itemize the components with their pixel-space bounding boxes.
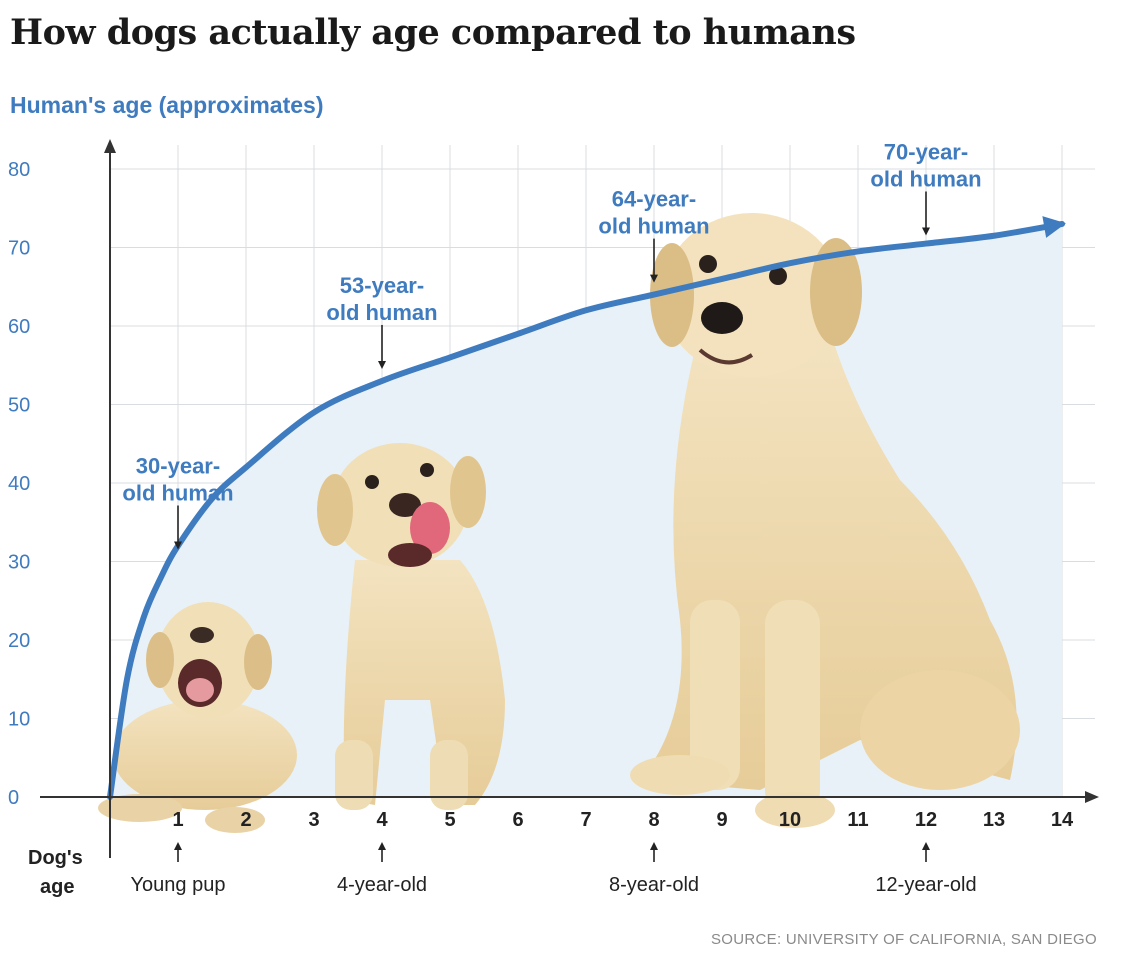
annotation-text: 70-year- <box>884 140 968 165</box>
x-axis-arrow <box>1085 791 1099 803</box>
annotation-text: 64-year- <box>612 187 696 212</box>
x-tick-label: 2 <box>240 809 251 831</box>
dog-age-label: 12-year-old <box>875 874 976 896</box>
source-note: SOURCE: UNIVERSITY OF CALIFORNIA, SAN DI… <box>710 931 1097 948</box>
y-tick-label: 0 <box>8 787 19 809</box>
annotation-text: old human <box>122 481 233 506</box>
dog-label-arrow-head <box>174 842 182 850</box>
dog-age-label: 8-year-old <box>609 874 699 896</box>
curve-arrow-head <box>1042 216 1066 238</box>
y-tick-label: 70 <box>8 238 30 260</box>
eight-year-dog-illustration <box>630 213 1020 828</box>
annotation-arrow-head <box>650 274 658 283</box>
x-tick-label: 8 <box>648 809 659 831</box>
x-tick-label: 6 <box>512 809 523 831</box>
x-tick-label: 11 <box>847 809 868 831</box>
annotation-text: old human <box>870 167 981 192</box>
y-tick-label: 50 <box>8 395 30 417</box>
four-year-dog-illustration <box>317 443 505 810</box>
annotation-text: old human <box>598 214 709 239</box>
axes <box>40 139 1099 858</box>
x-tick-label: 1 <box>172 809 183 831</box>
annotation-text: old human <box>326 300 437 325</box>
y-tick-label: 40 <box>8 473 30 495</box>
x-axis-title-line1: Dog's <box>28 847 83 869</box>
annotation-text: 53-year- <box>340 273 424 298</box>
x-tick-label: 5 <box>444 809 455 831</box>
annotation-arrow-head <box>378 360 386 369</box>
annotation-text: 30-year- <box>136 454 220 479</box>
annotation-arrow-head <box>922 227 930 236</box>
y-tick-label: 20 <box>8 630 30 652</box>
curve-line <box>107 220 1065 800</box>
x-tick-label: 14 <box>1051 809 1074 831</box>
puppy-illustration <box>98 602 297 833</box>
y-tick-label: 30 <box>8 552 30 574</box>
y-tick-labels: 0 10 20 30 40 50 60 70 80 <box>8 159 30 809</box>
dog-age-labels: Young pup 4-year-old 8-year-old 12-year-old <box>131 842 977 896</box>
y-tick-label: 60 <box>8 316 30 338</box>
x-tick-labels: 1 2 3 4 5 6 7 8 9 10 11 12 13 14 <box>172 809 1074 831</box>
dog-label-arrow-head <box>378 842 386 850</box>
x-tick-label: 7 <box>580 809 591 831</box>
x-axis-title-line2: age <box>40 876 74 898</box>
y-axis-arrow <box>104 139 116 153</box>
y-tick-label: 80 <box>8 159 30 181</box>
dog-label-arrow-head <box>922 842 930 850</box>
x-tick-label: 10 <box>779 809 801 831</box>
dog-label-arrow-head <box>650 842 658 850</box>
x-tick-label: 4 <box>376 809 388 831</box>
y-tick-label: 10 <box>8 709 30 731</box>
dog-age-label: Young pup <box>131 874 226 896</box>
x-tick-label: 12 <box>915 809 937 831</box>
dog-age-label: 4-year-old <box>337 874 427 896</box>
x-tick-label: 9 <box>716 809 727 831</box>
x-tick-label: 13 <box>983 809 1005 831</box>
y-axis-title: Human's age (approximates) <box>10 92 324 118</box>
x-tick-label: 3 <box>308 809 319 831</box>
annotation-arrow-head <box>174 541 182 550</box>
chart-title: How dogs actually age compared to humans <box>10 12 856 53</box>
